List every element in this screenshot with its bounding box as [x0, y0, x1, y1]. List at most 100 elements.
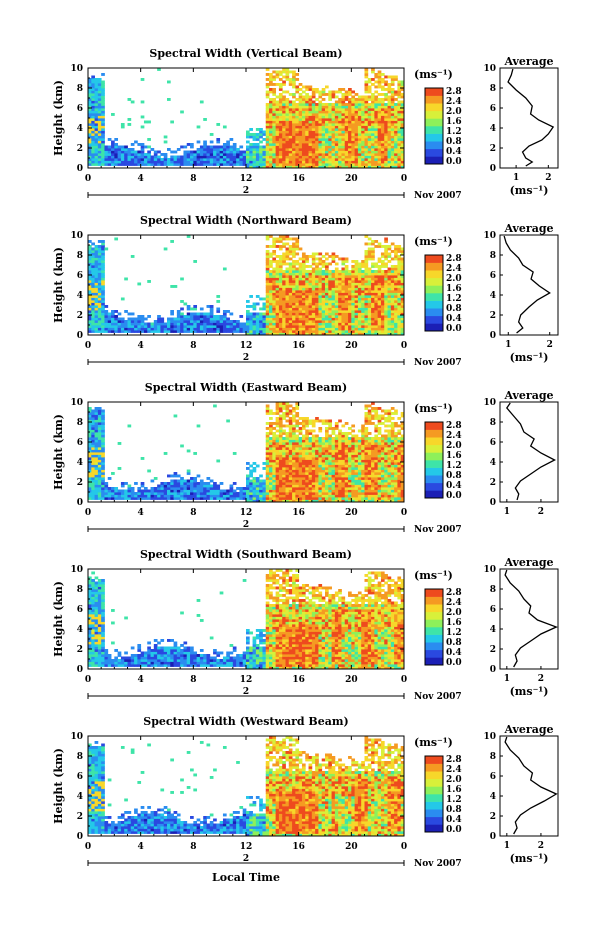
- heatmap-cell: [361, 332, 365, 336]
- heatmap-cell: [318, 138, 323, 141]
- heatmap-cell: [308, 282, 313, 286]
- heatmap-cell: [275, 75, 280, 79]
- heatmap-cell: [288, 118, 293, 121]
- heatmap-cell: [269, 150, 273, 154]
- heatmap-cell: [91, 145, 95, 149]
- heatmap-cell: [88, 457, 92, 460]
- heatmap-cell: [364, 285, 369, 288]
- heatmap-cell: [387, 272, 392, 276]
- heatmap-cell: [101, 98, 105, 101]
- heatmap-cell: [94, 285, 99, 288]
- heatmap-cell: [400, 305, 405, 308]
- heatmap-cell: [88, 305, 92, 308]
- heatmap-cell: [321, 120, 326, 124]
- heatmap-cell: [117, 330, 122, 333]
- heatmap-cell: [120, 158, 125, 161]
- heatmap-cell: [180, 300, 184, 303]
- heatmap-cell: [380, 93, 385, 96]
- heatmap-cell: [186, 235, 191, 238]
- heatmap-cell: [374, 148, 379, 151]
- heatmap-cell: [246, 310, 250, 313]
- heatmap-cell: [249, 305, 253, 308]
- heatmap-cell: [186, 317, 191, 321]
- heatmap-cell: [269, 113, 273, 116]
- heatmap-cell: [295, 474, 300, 478]
- heatmap-cell: [298, 130, 303, 134]
- heatmap-cell: [371, 285, 375, 288]
- heatmap-cell: [269, 492, 273, 495]
- heatmap-cell: [265, 489, 270, 493]
- heatmap-cell: [91, 277, 95, 281]
- heatmap-cell: [282, 103, 286, 106]
- heatmap-cell: [249, 150, 253, 154]
- heatmap-cell: [321, 307, 326, 311]
- heatmap-cell: [292, 115, 296, 119]
- heatmap-cell: [252, 322, 257, 326]
- heatmap-cell: [209, 145, 214, 149]
- heatmap-cell: [288, 163, 293, 166]
- heatmap-cell: [285, 414, 290, 418]
- heatmap-cell: [377, 113, 382, 116]
- heatmap-cell: [275, 272, 280, 276]
- heatmap-cell: [364, 287, 369, 291]
- heatmap-cell: [265, 277, 270, 281]
- colorbar-swatch: [425, 285, 443, 294]
- heatmap-cell: [97, 477, 102, 480]
- heatmap-cell: [344, 325, 349, 328]
- heatmap-cell: [377, 165, 382, 169]
- heatmap-cell: [298, 292, 303, 296]
- heatmap-cell: [394, 287, 398, 291]
- heatmap-cell: [163, 135, 168, 139]
- heatmap-cell: [288, 325, 293, 328]
- heatmap-cell: [367, 120, 372, 124]
- heatmap-cell: [315, 150, 319, 154]
- heatmap-cell: [331, 275, 336, 278]
- heatmap-cell: [371, 272, 375, 276]
- heatmap-cell: [318, 140, 323, 144]
- heatmap-cell: [384, 138, 388, 141]
- heatmap-cell: [269, 292, 273, 296]
- heatmap-cell: [91, 320, 95, 323]
- heatmap-cell: [344, 135, 349, 139]
- heatmap-cell: [305, 95, 309, 99]
- heatmap-cell: [331, 165, 336, 169]
- heatmap-cell: [367, 325, 372, 328]
- heatmap-cell: [364, 255, 369, 258]
- heatmap-cell: [367, 113, 372, 116]
- heatmap-cell: [285, 330, 290, 333]
- heatmap-cell: [321, 160, 326, 164]
- heatmap-cell: [94, 417, 99, 420]
- heatmap-cell: [282, 123, 286, 126]
- heatmap-cell: [170, 312, 174, 316]
- heatmap-cell: [325, 128, 329, 131]
- heatmap-cell: [315, 290, 319, 293]
- heatmap-cell: [400, 113, 405, 116]
- heatmap-cell: [292, 78, 296, 81]
- heatmap-cell: [285, 120, 290, 124]
- heatmap-cell: [361, 118, 365, 121]
- heatmap-cell: [114, 497, 119, 500]
- heatmap-cell: [371, 110, 375, 114]
- heatmap-cell: [190, 155, 194, 159]
- heatmap-cell: [163, 482, 168, 485]
- heatmap-cell: [104, 497, 109, 500]
- heatmap-cell: [295, 247, 300, 251]
- heatmap-cell: [331, 153, 336, 156]
- heatmap-cell: [400, 297, 405, 301]
- heatmap-cell: [364, 165, 369, 169]
- heatmap-cell: [354, 120, 359, 124]
- heatmap-cell: [272, 449, 277, 453]
- heatmap-cell: [328, 148, 332, 151]
- heatmap-cell: [354, 327, 359, 331]
- heatmap-cell: [176, 484, 181, 488]
- heatmap-cell: [285, 434, 290, 438]
- heatmap-cell: [354, 100, 359, 104]
- heatmap-cell: [321, 327, 326, 331]
- heatmap-cell: [209, 317, 214, 321]
- heatmap-cell: [361, 325, 365, 328]
- heatmap-cell: [94, 265, 99, 268]
- heatmap-cell: [295, 98, 300, 101]
- heatmap-cell: [183, 484, 188, 488]
- heatmap-cell: [101, 257, 105, 261]
- heatmap-cell: [97, 250, 102, 253]
